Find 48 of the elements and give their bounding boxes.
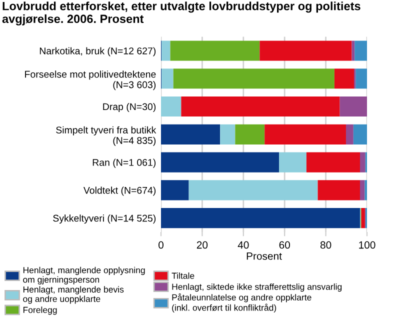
x-tick-label: 80 [320, 241, 332, 249]
bar [353, 124, 367, 144]
y-tick-label: Voldtekt (N=674) [83, 186, 156, 196]
legend-label: Tiltale [172, 272, 194, 279]
bar [220, 124, 236, 144]
chart-title: Lovbrudd etterforsket, etter utvalgte lovbruddstyper og politiets avgjørelse. 2006. Prosent [2, 2, 360, 26]
y-tick-label: Ran (N=1 061) [92, 158, 156, 168]
y-tick-label: Drap (N=30) [103, 102, 156, 112]
y-tick-label: Narkotika, bruk (N=12 627) [40, 47, 156, 56]
bar [161, 208, 360, 228]
bar [260, 40, 352, 61]
bar [360, 180, 365, 200]
bar [188, 180, 318, 200]
bar [354, 40, 367, 61]
bar [161, 180, 189, 200]
bar [360, 152, 366, 172]
bar [340, 96, 367, 117]
bar [306, 152, 360, 172]
x-tick-label: 40 [238, 241, 249, 249]
bar [361, 208, 365, 228]
bar [162, 68, 174, 89]
legend-label: Henlagt, siktede ikke strafferettslig ansvarlig [172, 283, 342, 292]
x-tick-label: 100 [359, 241, 376, 249]
bar [170, 40, 260, 61]
bar [356, 68, 367, 89]
bar [161, 124, 220, 144]
legend-label: Henlagt, manglende opplysning om gjerningsperson [23, 266, 145, 284]
bar [264, 124, 346, 144]
bar [181, 96, 340, 117]
bar [279, 152, 306, 172]
y-tick-label: Simpelt tyveri fra butikk (N=4 835) [56, 126, 156, 146]
x-tick-label: 60 [279, 241, 290, 249]
legend-label: Påtaleunnlatelse og andre oppklarte (inkl. overført til konfliktråd) [172, 293, 312, 313]
legend-label: Henlagt, manglende bevis og andre uoppklarte [23, 286, 124, 304]
bar [235, 124, 265, 144]
x-tick-label: 0 [158, 241, 164, 249]
x-tick-label: 20 [196, 241, 208, 249]
bar [334, 68, 354, 89]
legend-label: Forelegg [23, 306, 57, 315]
bar [161, 96, 182, 117]
bar [318, 180, 360, 200]
bar [173, 68, 334, 89]
bar [162, 40, 170, 61]
bar [161, 152, 280, 172]
x-axis-title: Prosent [246, 252, 282, 260]
bar [346, 124, 354, 144]
y-tick-label: Sykkeltyveri (N=14 525) [53, 214, 156, 224]
y-tick-label: Forseelse mot politivedtektene (N=3 603) [25, 70, 156, 90]
